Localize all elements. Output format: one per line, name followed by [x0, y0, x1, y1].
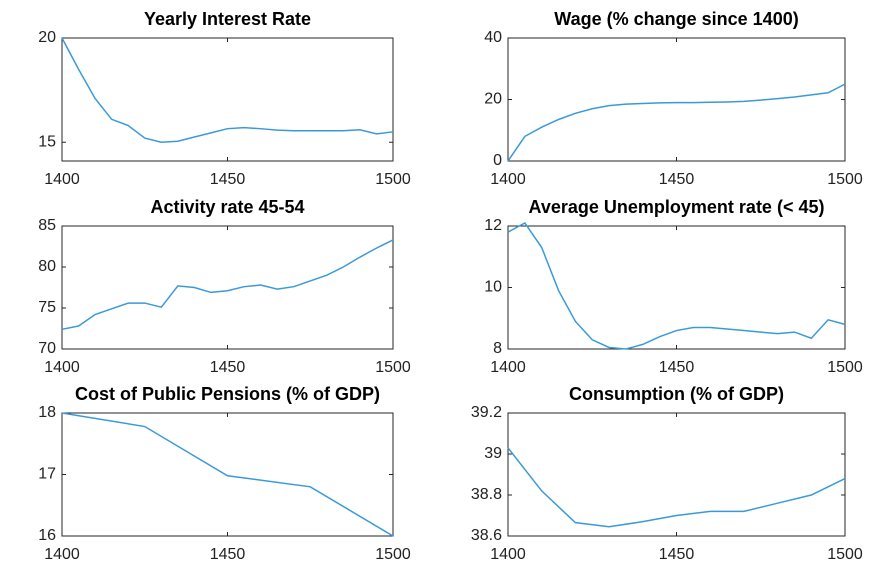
chart-title: Cost of Public Pensions (% of GDP)	[75, 384, 380, 404]
x-tick-label: 1500	[827, 171, 863, 188]
data-line	[61, 239, 394, 331]
y-tick-label: 17	[38, 466, 56, 483]
x-tick-label: 1500	[375, 359, 411, 376]
y-tick-label: 15	[38, 133, 56, 150]
y-tick-label: 20	[38, 29, 56, 46]
plot-area	[507, 412, 846, 537]
y-tick-label: 40	[484, 29, 502, 46]
y-tick-label: 85	[38, 217, 56, 234]
data-line	[507, 221, 846, 350]
x-tick-label: 1400	[490, 546, 526, 563]
y-tick-label: 75	[38, 299, 56, 316]
y-tick-label: 38.8	[471, 486, 502, 503]
plot-area	[507, 37, 846, 162]
chart-title: Consumption (% of GDP)	[569, 384, 784, 404]
plot-area	[61, 412, 394, 537]
x-tick-label: 1400	[44, 359, 80, 376]
chart-title: Average Unemployment rate (< 45)	[529, 197, 825, 217]
chart-title: Wage (% change since 1400)	[554, 9, 798, 29]
y-tick-label: 12	[484, 217, 502, 234]
data-line	[507, 83, 846, 162]
y-tick-label: 0	[493, 152, 502, 169]
y-tick-label: 10	[484, 279, 502, 296]
x-tick-label: 1500	[827, 546, 863, 563]
x-tick-label: 1450	[210, 546, 246, 563]
x-tick-label: 1450	[210, 359, 246, 376]
x-tick-label: 1450	[210, 171, 246, 188]
data-line	[61, 37, 394, 143]
x-tick-label: 1450	[659, 546, 695, 563]
x-tick-label: 1400	[44, 546, 80, 563]
x-tick-label: 1400	[44, 171, 80, 188]
x-tick-label: 1400	[490, 359, 526, 376]
y-tick-label: 39.2	[471, 404, 502, 421]
x-tick-label: 1500	[375, 171, 411, 188]
data-line	[61, 412, 394, 537]
y-tick-label: 39	[484, 445, 502, 462]
plot-area	[507, 225, 846, 350]
x-tick-label: 1500	[375, 546, 411, 563]
y-tick-label: 70	[38, 340, 56, 357]
y-tick-label: 8	[493, 340, 502, 357]
x-tick-label: 1500	[827, 359, 863, 376]
y-tick-label: 20	[484, 91, 502, 108]
x-tick-label: 1450	[659, 171, 695, 188]
y-tick-label: 18	[38, 404, 56, 421]
y-tick-label: 16	[38, 527, 56, 544]
x-tick-label: 1400	[490, 171, 526, 188]
data-line	[507, 447, 846, 528]
chart-title: Activity rate 45-54	[150, 197, 304, 217]
plot-area	[61, 37, 394, 162]
chart-title: Yearly Interest Rate	[144, 9, 311, 29]
plot-area	[61, 225, 394, 350]
y-tick-label: 38.6	[471, 527, 502, 544]
y-tick-label: 80	[38, 258, 56, 275]
x-tick-label: 1450	[659, 359, 695, 376]
